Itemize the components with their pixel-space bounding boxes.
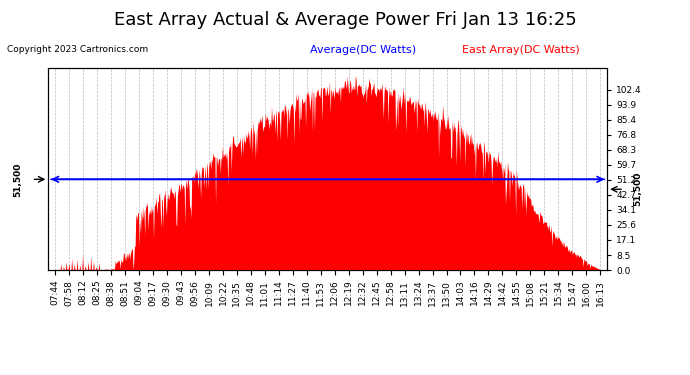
Text: Copyright 2023 Cartronics.com: Copyright 2023 Cartronics.com (7, 45, 148, 54)
Text: East Array Actual & Average Power Fri Jan 13 16:25: East Array Actual & Average Power Fri Ja… (114, 11, 576, 29)
Text: 51,500: 51,500 (13, 162, 22, 196)
Text: East Array(DC Watts): East Array(DC Watts) (462, 45, 580, 55)
Text: 51,500: 51,500 (633, 172, 642, 207)
Text: Average(DC Watts): Average(DC Watts) (310, 45, 417, 55)
